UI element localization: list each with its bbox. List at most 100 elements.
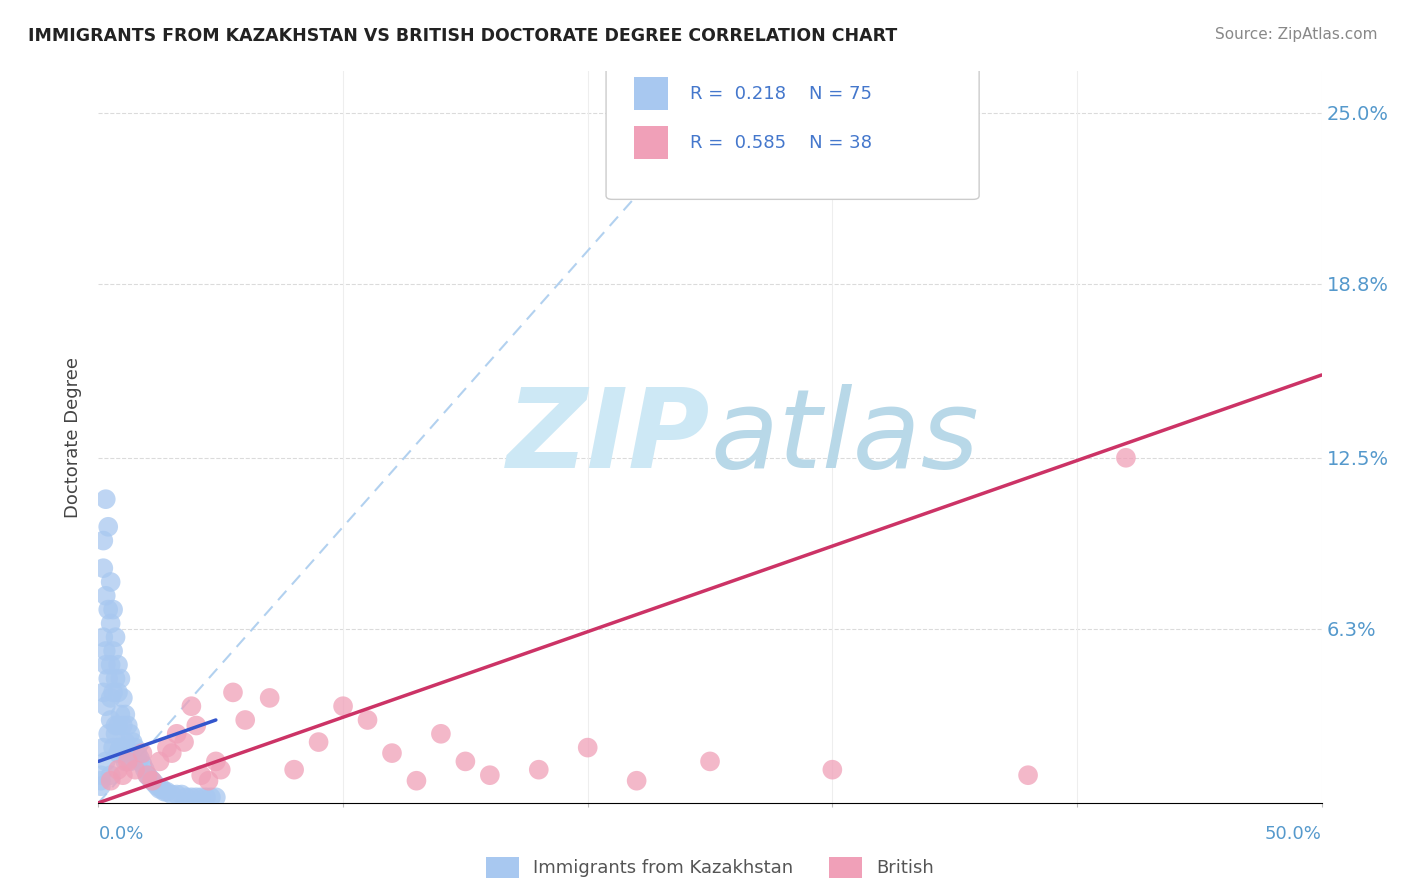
Point xyxy=(110,740,132,755)
Point xyxy=(699,755,721,769)
Point xyxy=(94,492,117,507)
Point xyxy=(100,574,122,589)
Point xyxy=(91,685,114,699)
Point xyxy=(149,782,172,797)
Point xyxy=(576,740,599,755)
Point xyxy=(100,768,122,782)
Point xyxy=(153,785,176,799)
Point xyxy=(110,707,132,722)
Point xyxy=(114,707,136,722)
Point xyxy=(166,788,188,802)
Point xyxy=(821,763,844,777)
Point xyxy=(111,746,134,760)
Point xyxy=(100,690,122,705)
Point xyxy=(121,735,143,749)
Point xyxy=(97,672,120,686)
Bar xyxy=(634,78,668,110)
Point xyxy=(97,602,120,616)
Point xyxy=(91,630,114,644)
Point xyxy=(141,773,163,788)
Point xyxy=(197,773,219,788)
Point xyxy=(100,657,122,672)
Point xyxy=(90,773,112,788)
Point xyxy=(110,740,132,755)
Point xyxy=(1017,768,1039,782)
Point xyxy=(478,768,501,782)
Point xyxy=(186,790,208,805)
Point xyxy=(160,788,183,802)
Point xyxy=(127,746,149,760)
Point xyxy=(94,755,117,769)
Point xyxy=(134,763,156,777)
Point xyxy=(136,768,159,782)
Point xyxy=(90,768,112,782)
Point xyxy=(101,740,124,755)
Point xyxy=(110,672,132,686)
Point xyxy=(190,768,212,782)
Point xyxy=(205,790,228,805)
Point xyxy=(205,755,228,769)
Text: Source: ZipAtlas.com: Source: ZipAtlas.com xyxy=(1215,27,1378,42)
Point xyxy=(91,561,114,575)
Text: R =  0.218    N = 75: R = 0.218 N = 75 xyxy=(690,85,873,103)
Point xyxy=(222,685,245,699)
Point xyxy=(308,735,330,749)
Point xyxy=(129,751,152,765)
Point xyxy=(104,718,127,732)
Bar xyxy=(634,127,668,159)
Point xyxy=(527,763,550,777)
Point xyxy=(100,616,122,631)
Point xyxy=(156,740,179,755)
Point xyxy=(104,727,127,741)
Point xyxy=(200,790,222,805)
Point xyxy=(100,713,122,727)
Point xyxy=(97,727,120,741)
Point xyxy=(1115,450,1137,465)
Point xyxy=(107,718,129,732)
Point xyxy=(101,644,124,658)
Point xyxy=(141,773,163,788)
Point xyxy=(186,718,208,732)
Point xyxy=(107,657,129,672)
Point xyxy=(160,746,183,760)
Point xyxy=(166,727,188,741)
Point xyxy=(94,644,117,658)
Point xyxy=(117,718,139,732)
Point xyxy=(111,718,134,732)
Text: ZIP: ZIP xyxy=(506,384,710,491)
Point xyxy=(120,755,142,769)
Point xyxy=(94,657,117,672)
Point xyxy=(136,768,159,782)
Point xyxy=(626,773,648,788)
Point xyxy=(405,773,427,788)
Point xyxy=(97,520,120,534)
Text: atlas: atlas xyxy=(710,384,979,491)
Point xyxy=(94,699,117,714)
Point xyxy=(170,788,193,802)
Point xyxy=(91,740,114,755)
Point xyxy=(101,602,124,616)
Point xyxy=(233,713,256,727)
Point xyxy=(90,779,112,793)
Point xyxy=(176,790,198,805)
Point xyxy=(124,740,146,755)
Point xyxy=(111,768,134,782)
Point xyxy=(111,690,134,705)
Point xyxy=(131,746,153,760)
Point xyxy=(332,699,354,714)
Point xyxy=(91,533,114,548)
Y-axis label: Doctorate Degree: Doctorate Degree xyxy=(65,357,83,517)
Point xyxy=(101,685,124,699)
Point xyxy=(139,771,162,785)
Point xyxy=(107,685,129,699)
Point xyxy=(107,746,129,760)
Text: IMMIGRANTS FROM KAZAKHSTAN VS BRITISH DOCTORATE DEGREE CORRELATION CHART: IMMIGRANTS FROM KAZAKHSTAN VS BRITISH DO… xyxy=(28,27,897,45)
Point xyxy=(381,746,404,760)
Point xyxy=(117,746,139,760)
Point xyxy=(114,755,136,769)
Point xyxy=(259,690,281,705)
Point xyxy=(104,630,127,644)
Point xyxy=(117,755,139,769)
Point xyxy=(150,782,173,797)
Text: 0.0%: 0.0% xyxy=(98,825,143,843)
